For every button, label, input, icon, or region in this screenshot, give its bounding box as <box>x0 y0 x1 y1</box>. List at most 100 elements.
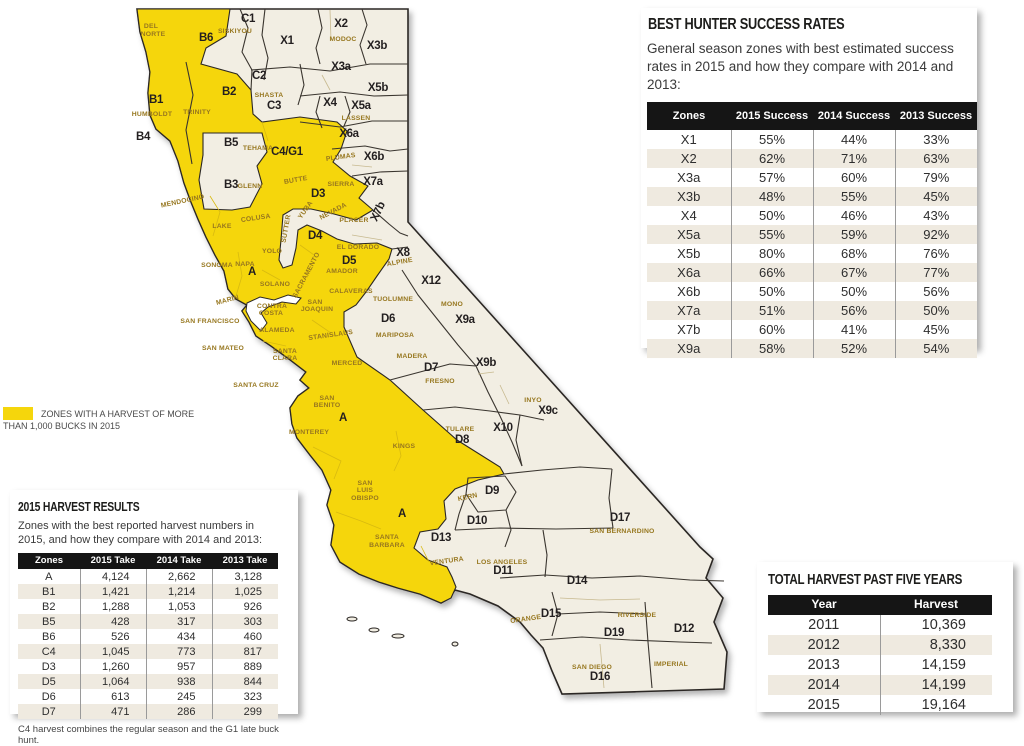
county-label-del: DEL <box>144 23 158 30</box>
column-header: 2014 Take <box>146 553 212 570</box>
table-cell: X1 <box>680 132 697 148</box>
table-cell: X2 <box>647 149 731 169</box>
zone-label-x6b: X6b <box>364 151 384 163</box>
table-cell: 1,214 <box>145 584 212 600</box>
success-rates-table: Zones 2015 Success 2014 Success 2013 Succes… <box>647 102 977 359</box>
table-row: B5 428 317 303 <box>18 614 278 630</box>
table-cell: 71% <box>812 149 895 169</box>
table-cell: B6 <box>42 630 56 643</box>
county-label-imperial: IMPERIAL <box>654 661 688 668</box>
table-row: 2013 14,159 <box>768 655 992 675</box>
table-cell: D3 <box>41 660 56 673</box>
table-row: B1 1,421 1,214 1,025 <box>18 584 278 600</box>
table-cell: 76% <box>894 244 977 264</box>
county-label-placer: PLACER <box>339 217 368 224</box>
table-cell: 33% <box>894 130 977 150</box>
zone-label-d16: D16 <box>590 671 610 683</box>
county-label-sierra: SIERRA <box>328 181 355 188</box>
table-cell: 59% <box>812 225 895 245</box>
county-label-amador: AMADOR <box>326 268 358 275</box>
zone-label-d9: D9 <box>485 485 499 497</box>
table-cell: 2014 <box>768 675 880 695</box>
table-cell: 299 <box>211 704 278 720</box>
table-cell: 63% <box>894 149 977 169</box>
county-label-contra: CONTRA <box>257 303 287 310</box>
table-cell: 45% <box>894 187 977 207</box>
table-row: D6 613 245 323 <box>18 689 278 705</box>
table-cell: 1,045 <box>79 644 146 660</box>
table-cell: X7b <box>677 322 701 338</box>
table-cell: 14,199 <box>879 675 992 695</box>
table-row: D5 1,064 938 844 <box>18 674 278 690</box>
table-row: 2011 10,369 <box>768 615 992 635</box>
zone-label-d19: D19 <box>604 627 624 639</box>
table-row: X2 62% 71% 63% <box>647 149 977 169</box>
county-label-ventura: VENTURA <box>429 556 464 568</box>
county-label-alameda: ALAMEDA <box>259 327 294 334</box>
table-row: 2014 14,199 <box>768 675 992 695</box>
zone-label-b1: B1 <box>149 94 164 106</box>
zone-label-d7: D7 <box>424 362 438 374</box>
table-cell: 51% <box>730 301 813 321</box>
table-row: 2015 19,164 <box>768 695 992 715</box>
county-label-san-mateo: SAN MATEO <box>202 345 244 352</box>
county-label-yolo: YOLO <box>262 248 282 255</box>
column-header: 2014 Success <box>813 102 895 131</box>
county-label-plumas: PLUMAS <box>325 152 356 163</box>
zone-label-x9c: X9c <box>538 405 558 417</box>
table-cell: 41% <box>812 320 895 340</box>
table-cell: 57% <box>730 168 813 188</box>
county-lines-highlight <box>209 121 430 563</box>
table-cell: 957 <box>145 659 212 675</box>
county-label-clara: CLARA <box>273 355 298 362</box>
harvest-results-panel: 2015 HARVEST RESULTS Zones with the best… <box>10 490 298 746</box>
zone-label-x2: X2 <box>334 18 347 30</box>
county-label-orange: ORANGE <box>510 614 542 625</box>
column-header: Zones <box>18 553 80 570</box>
table-row: X5b 80% 68% 76% <box>647 244 977 264</box>
table-cell: 434 <box>145 629 212 645</box>
county-label-norte: NORTE <box>141 31 166 38</box>
table-cell: 2013 <box>807 657 840 673</box>
county-label-shasta: SHASTA <box>255 92 284 99</box>
table-cell: X4 <box>680 208 697 224</box>
table-row: B6 526 434 460 <box>18 629 278 645</box>
table-cell: 428 <box>79 614 146 630</box>
table-cell: X6b <box>677 284 701 300</box>
table-cell: 79% <box>894 168 977 188</box>
table-cell: 54% <box>894 339 977 359</box>
county-label-santa: SANTA <box>375 534 399 541</box>
harvest-results-table: Zones 2015 Take 2014 Take 2013 Take A 4,124 2,… <box>18 553 278 720</box>
total-harvest-table: Year Harvest 2011 10,369 2012 8,330 2013 14,159… <box>768 595 992 715</box>
zone-label-d12: D12 <box>674 623 694 635</box>
table-cell: 4,124 <box>79 569 146 585</box>
column-header: 2015 Success <box>731 102 813 131</box>
table-cell: 50% <box>894 301 977 321</box>
table-cell: 471 <box>79 704 146 720</box>
table-cell: 92% <box>894 225 977 245</box>
county-label-madera: MADERA <box>396 353 427 360</box>
table-cell: 2012 <box>768 635 880 655</box>
county-label-marin: MARIN <box>215 294 239 307</box>
table-cell: 1,053 <box>145 599 212 615</box>
table-cell: 10,369 <box>879 615 992 635</box>
zone-label-b5: B5 <box>224 137 239 149</box>
zone-label-b3: B3 <box>224 179 238 191</box>
table-cell: 52% <box>812 339 895 359</box>
table-cell: 55% <box>812 187 895 207</box>
table-row: C4 1,045 773 817 <box>18 644 278 660</box>
table-cell: 68% <box>812 244 895 264</box>
zone-label-c3: C3 <box>267 100 281 112</box>
table-cell: 48% <box>730 187 813 207</box>
table-cell: 46% <box>812 206 895 226</box>
table-row: X5a 55% 59% 92% <box>647 225 977 245</box>
zone-label-x9b: X9b <box>476 357 496 369</box>
zone-label-x1: X1 <box>280 35 294 47</box>
zone-label-b6: B6 <box>199 32 213 44</box>
success-panel-title: BEST HUNTER SUCCESS RATES <box>648 16 845 33</box>
table-cell: 938 <box>145 674 212 690</box>
table-cell: 55% <box>730 225 813 245</box>
county-label-san-francisco: SAN FRANCISCO <box>180 318 239 325</box>
